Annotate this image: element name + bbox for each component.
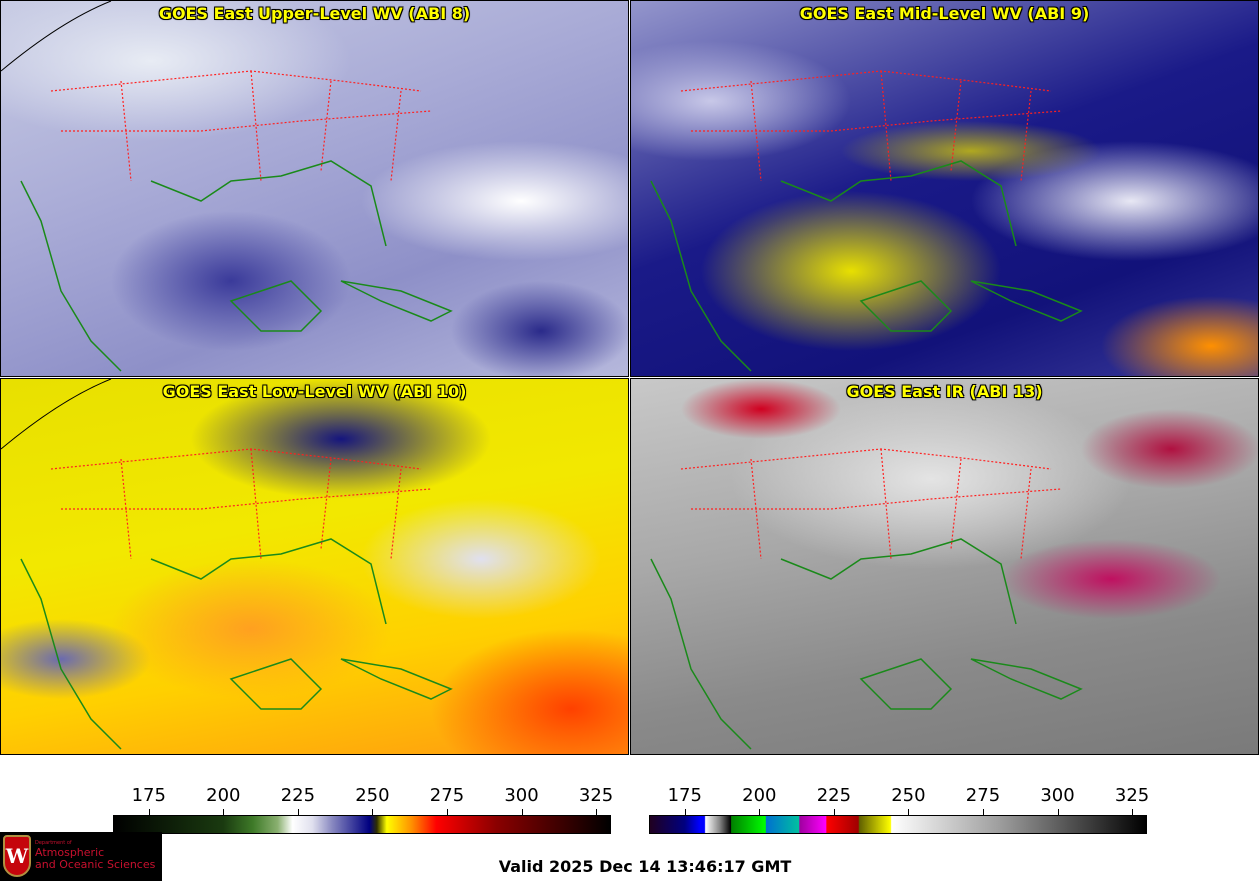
map-overlay [1,379,453,750]
wv-tick-label: 300 [504,785,539,806]
uw-crest-icon: W [3,835,31,877]
ir-tick-label: 175 [667,785,702,806]
wv-tick-mark [446,809,448,815]
wv-tick-mark [372,809,374,815]
ir-tick-mark [833,809,835,815]
wv-tick-label: 250 [355,785,390,806]
ir-tick-label: 275 [965,785,1001,806]
ir-tick-mark [684,809,686,815]
logo-line-2: and Oceanic Sciences [35,858,156,871]
wv-tick-mark [223,809,225,815]
logo-dept: Department of [35,840,72,846]
ir-tick-mark [908,809,910,815]
ir-colorbar [649,815,1147,834]
wv-tick-mark [521,809,523,815]
valid-time: Valid 2025 Dec 14 13:46:17 GMT [498,857,792,876]
ir-tick-label: 200 [742,785,777,806]
ir-panel: GOES East IR (ABI 13) [630,378,1259,755]
ir-tick-mark [1132,809,1134,815]
upper-level-wv-panel: GOES East Upper-Level WV (ABI 8) [0,0,629,377]
ir-tick-mark [982,809,984,815]
wv-colorbar [113,815,611,834]
wv-tick-mark [596,809,598,815]
ir-tick-label: 250 [891,785,926,806]
ir-tick-label: 225 [816,785,852,806]
wv-tick-label: 325 [578,785,614,806]
wv-tick-mark [148,809,150,815]
wv-tick-label: 275 [429,785,465,806]
low-level-wv-panel: GOES East Low-Level WV (ABI 10) [0,378,629,755]
map-overlay [1,1,453,372]
map-overlay [650,70,1083,372]
mid-level-wv-panel: GOES East Mid-Level WV (ABI 9) [630,0,1259,377]
panel-title: GOES East Low-Level WV (ABI 10) [162,382,467,401]
panel-title: GOES East IR (ABI 13) [846,382,1043,401]
wv-tick-label: 175 [131,785,166,806]
ir-tick-label: 300 [1040,785,1075,806]
wv-tick-mark [297,809,299,815]
ir-tick-mark [759,809,761,815]
wv-tick-label: 200 [206,785,241,806]
aos-logo: W Department of Atmospheric and Oceanic … [0,832,162,881]
panel-title: GOES East Upper-Level WV (ABI 8) [158,4,471,23]
logo-line-1: Atmospheric [35,846,105,859]
wv-tick-label: 225 [280,785,316,806]
ir-tick-mark [1057,809,1059,815]
panel-title: GOES East Mid-Level WV (ABI 9) [799,4,1090,23]
ir-tick-label: 325 [1114,785,1150,806]
map-overlay [650,448,1083,750]
